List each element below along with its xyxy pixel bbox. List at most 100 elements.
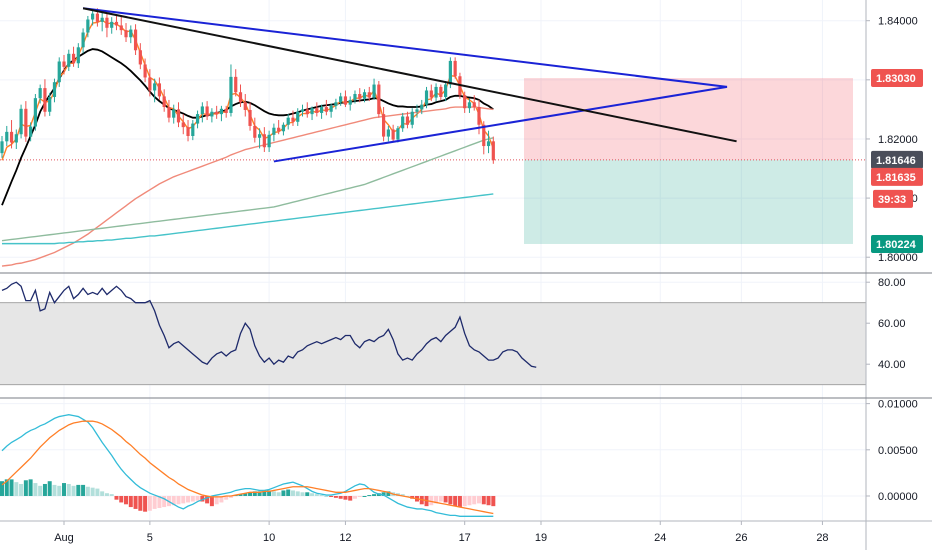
rsi-band [0, 302, 866, 386]
macd-line [1, 420, 494, 515]
price-tags: 1.83030 1.81646 1.81635 39:33 1.80224 [871, 69, 923, 253]
rsi-line [1, 281, 537, 368]
macd-histogram-bar [438, 495, 443, 502]
macd-histogram-bar [381, 492, 386, 496]
macd-histogram-bar [333, 495, 338, 498]
macd-histogram-bar [338, 495, 343, 499]
position-box[interactable] [0, 78, 866, 244]
macd-histogram-bar [400, 494, 405, 496]
candle-body [315, 108, 319, 113]
macd-histogram-bar [90, 487, 95, 496]
macd-histogram-bar [190, 495, 195, 502]
x-tick-label: 12 [339, 532, 351, 544]
candle-body [176, 109, 181, 123]
macd-histogram-bar [257, 491, 262, 496]
candle-body [257, 134, 262, 138]
macd-line [1, 414, 494, 517]
candle-body [143, 64, 147, 78]
macd-histogram-bar [386, 491, 391, 496]
macd-histogram [0, 479, 496, 512]
price-tag-bg [873, 189, 913, 208]
candle-body [219, 108, 224, 115]
candle-body [319, 107, 324, 113]
candle-body [334, 102, 338, 106]
macd-histogram-bar [23, 480, 28, 496]
y-tick-label: 0.00500 [878, 445, 918, 457]
price-series-line [2, 193, 494, 245]
macd-histogram-bar [462, 495, 467, 507]
price-tag: 1.81635 [871, 167, 923, 186]
macd-histogram-bar [300, 492, 305, 496]
trendlines[interactable] [82, 7, 737, 163]
macd-histogram-bar [477, 495, 481, 504]
price-tag-bg [871, 234, 923, 253]
candle-body [343, 96, 348, 105]
candle-body [5, 131, 9, 142]
candle-body [124, 30, 128, 38]
macd-histogram-bar [119, 495, 124, 503]
trendline [273, 85, 728, 163]
macd-histogram-bar [472, 495, 477, 505]
macd-histogram-bar [81, 484, 86, 496]
candle-body [119, 25, 123, 31]
candle-body [277, 127, 281, 132]
candle-body [386, 129, 390, 137]
price-tag-bg [871, 167, 923, 186]
macd-histogram-bar [205, 495, 210, 504]
candle-body [358, 94, 362, 99]
macd-histogram-bar [14, 482, 19, 496]
macd-histogram-bar [143, 495, 148, 512]
x-tick-label: 5 [147, 532, 153, 544]
macd-histogram-bar [157, 495, 162, 508]
candle-body [348, 99, 352, 105]
macd-histogram-bar [71, 485, 76, 496]
macd-histogram-bar [457, 495, 462, 508]
price-series-line [1, 137, 494, 242]
candle-body [372, 84, 376, 98]
macd-histogram-bar [281, 490, 286, 496]
candle-body [300, 109, 305, 112]
candle-body [76, 47, 80, 64]
candle-body [110, 21, 114, 28]
candle-body [138, 50, 142, 65]
candle-body [467, 102, 472, 109]
candle-body [57, 61, 61, 83]
candle-body [339, 96, 343, 103]
price-tag-label: 1.80224 [876, 239, 917, 251]
x-tick-label: 17 [459, 532, 471, 544]
candle-body [310, 108, 314, 115]
candle-body [463, 95, 467, 109]
macd-histogram-bar [100, 491, 105, 496]
candle-body [14, 134, 18, 143]
macd-histogram-bar [252, 491, 257, 496]
price-tag-bg [871, 150, 923, 169]
candle-body [267, 134, 271, 148]
candle-body [114, 21, 119, 26]
x-tick-label: 24 [654, 532, 666, 544]
y-tick-label: 0.01000 [878, 399, 918, 411]
candle-body [415, 109, 419, 112]
candle-body [477, 107, 481, 125]
candle-body [291, 117, 295, 122]
y-tick-label: 1.84000 [878, 16, 918, 28]
candle-body [157, 83, 162, 97]
macd-histogram-bar [219, 495, 224, 503]
macd-histogram-bar [367, 495, 372, 497]
macd-histogram-bar [357, 495, 362, 497]
price-tag-bg [871, 69, 923, 88]
candle-body [95, 13, 99, 22]
macd-histogram-bar [0, 481, 4, 496]
rsi-band-fill [0, 302, 866, 385]
candle-body [205, 106, 209, 117]
candle-body [401, 116, 405, 129]
macd-histogram-bar [62, 483, 67, 496]
candle-body [472, 102, 476, 108]
candle-body [429, 90, 433, 98]
candle-body [62, 61, 66, 67]
macd-histogram-bar [147, 495, 152, 511]
macd-histogram-bar [372, 494, 377, 496]
macd-histogram-bar [248, 492, 253, 496]
macd-histogram-bar [133, 495, 138, 509]
macd-histogram-bar [262, 490, 267, 496]
